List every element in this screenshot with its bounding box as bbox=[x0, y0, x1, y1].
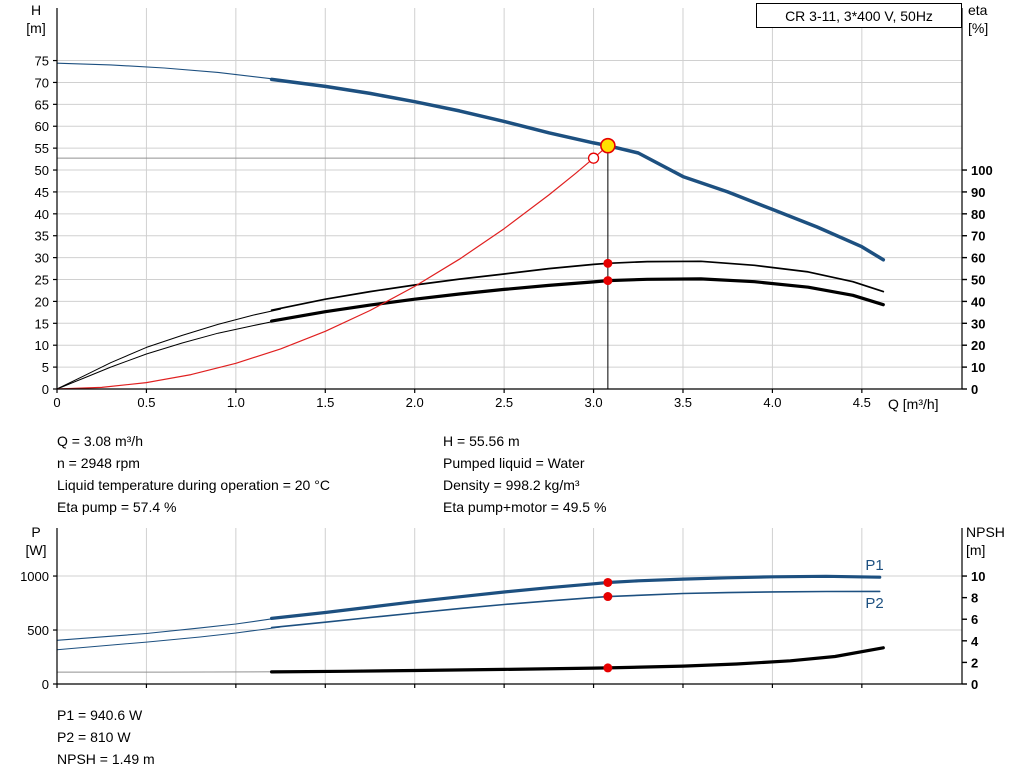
y2-tick-label: 80 bbox=[971, 207, 985, 222]
p1-curve bbox=[270, 574, 882, 620]
x-tick-label: 3.5 bbox=[674, 395, 692, 410]
y-tick-label: 50 bbox=[35, 163, 49, 178]
y-tick-label: 500 bbox=[27, 623, 49, 638]
y2-tick-label: 100 bbox=[971, 163, 993, 178]
p-axis-label: P [W] bbox=[22, 523, 50, 559]
y2-tick-label: 0 bbox=[971, 382, 978, 397]
info-pumped-liquid: Pumped liquid = Water bbox=[443, 455, 585, 471]
y2-tick-label: 8 bbox=[971, 591, 978, 606]
p2-label: P2 bbox=[865, 595, 883, 612]
y-tick-label: 25 bbox=[35, 273, 49, 288]
duty-parabola bbox=[56, 145, 609, 390]
info-liquid-temperature: Liquid temperature during operation = 20… bbox=[57, 477, 330, 493]
eta-axis-label: eta [%] bbox=[968, 1, 1012, 37]
y-tick-label: 0 bbox=[42, 382, 49, 397]
npsh-axis-label: NPSH [m] bbox=[966, 523, 1018, 559]
info-flow: Q = 3.08 m³/h bbox=[57, 433, 143, 449]
y2-tick-label: 90 bbox=[971, 185, 985, 200]
x-tick-label: 2.0 bbox=[406, 395, 424, 410]
y-tick-label: 30 bbox=[35, 251, 49, 266]
p1-marker bbox=[603, 577, 613, 587]
duty-point-marker[interactable] bbox=[600, 137, 616, 154]
power-info-block: P1 = 940.6 W P2 = 810 W NPSH = 1.49 m bbox=[57, 704, 155, 770]
x-tick-label: 4.5 bbox=[853, 395, 871, 410]
p-axis-unit: [W] bbox=[25, 542, 47, 558]
npsh-marker bbox=[603, 663, 613, 673]
y2-tick-label: 40 bbox=[971, 294, 985, 309]
info-eta-pump-motor: Eta pump+motor = 49.5 % bbox=[443, 499, 607, 515]
y-tick-label: 65 bbox=[35, 97, 49, 112]
eta-pump-marker bbox=[603, 258, 613, 268]
y-tick-label: 55 bbox=[35, 141, 49, 156]
y-tick-label: 0 bbox=[42, 677, 49, 692]
y2-tick-label: 10 bbox=[971, 569, 985, 584]
info-speed: n = 2948 rpm bbox=[57, 455, 140, 471]
x-tick-label: 4.0 bbox=[763, 395, 781, 410]
x-tick-label: 1.5 bbox=[316, 395, 334, 410]
y2-tick-label: 0 bbox=[971, 677, 978, 692]
eta-pump-motor-marker bbox=[603, 276, 613, 286]
npsh-axis-unit: [m] bbox=[966, 542, 986, 558]
eta-pump-curve bbox=[270, 260, 885, 312]
h-axis-unit: [m] bbox=[26, 20, 46, 36]
y2-tick-label: 60 bbox=[971, 251, 985, 266]
y-tick-label: 5 bbox=[42, 360, 49, 375]
p1-curve-lead bbox=[56, 617, 282, 641]
p2-curve-lead bbox=[56, 626, 282, 651]
y-tick-label: 1000 bbox=[20, 569, 49, 584]
y2-tick-label: 20 bbox=[971, 338, 985, 353]
eta-axis-symbol: eta bbox=[968, 2, 988, 18]
head-curve-lead bbox=[56, 62, 282, 81]
info-npsh: NPSH = 1.49 m bbox=[57, 751, 155, 767]
duty-info-col1: Q = 3.08 m³/h n = 2948 rpm Liquid temper… bbox=[57, 430, 330, 518]
p-axis-symbol: P bbox=[31, 524, 41, 540]
pump-title-box: CR 3-11, 3*400 V, 50Hz bbox=[756, 3, 962, 28]
duty-info-col2: H = 55.56 m Pumped liquid = Water Densit… bbox=[443, 430, 606, 518]
p1-label: P1 bbox=[865, 557, 883, 574]
y-tick-label: 75 bbox=[35, 54, 49, 69]
x-tick-label: 1.0 bbox=[227, 395, 245, 410]
y-tick-label: 45 bbox=[35, 185, 49, 200]
y-tick-label: 70 bbox=[35, 75, 49, 90]
info-density: Density = 998.2 kg/m³ bbox=[443, 477, 580, 493]
npsh-axis-symbol: NPSH bbox=[966, 524, 1005, 540]
y2-tick-label: 70 bbox=[971, 229, 985, 244]
info-p1: P1 = 940.6 W bbox=[57, 707, 143, 723]
x-tick-label: 2.5 bbox=[495, 395, 513, 410]
eta-pump-motor-curve bbox=[270, 277, 885, 323]
y2-tick-label: 6 bbox=[971, 612, 978, 627]
h-axis-symbol: H bbox=[30, 2, 42, 18]
info-eta-pump: Eta pump = 57.4 % bbox=[57, 499, 177, 515]
eta-pump-motor-curve-lead bbox=[56, 319, 282, 390]
p2-marker bbox=[603, 592, 613, 602]
y2-tick-label: 30 bbox=[971, 316, 985, 331]
info-head: H = 55.56 m bbox=[443, 433, 520, 449]
requested-duty-marker[interactable] bbox=[587, 152, 600, 164]
y-tick-label: 35 bbox=[35, 229, 49, 244]
p2-curve bbox=[270, 590, 881, 629]
h-axis-label: H [m] bbox=[22, 1, 50, 37]
x-tick-label: 0 bbox=[53, 395, 60, 410]
y-tick-label: 10 bbox=[35, 338, 49, 353]
y2-tick-label: 4 bbox=[971, 634, 979, 649]
y2-tick-label: 2 bbox=[971, 655, 978, 670]
info-p2: P2 = 810 W bbox=[57, 729, 131, 745]
q-axis-label: Q [m³/h] bbox=[888, 396, 939, 412]
npsh-curve bbox=[270, 646, 885, 674]
y-tick-label: 15 bbox=[35, 316, 49, 331]
y2-tick-label: 50 bbox=[971, 273, 985, 288]
eta-axis-unit: [%] bbox=[968, 20, 989, 36]
y2-tick-label: 10 bbox=[971, 360, 985, 375]
y-tick-label: 40 bbox=[35, 207, 49, 222]
x-tick-label: 3.0 bbox=[585, 395, 603, 410]
y-tick-label: 20 bbox=[35, 294, 49, 309]
eta-pump-curve-lead bbox=[56, 308, 282, 390]
y-tick-label: 60 bbox=[35, 119, 49, 134]
x-tick-label: 0.5 bbox=[137, 395, 155, 410]
